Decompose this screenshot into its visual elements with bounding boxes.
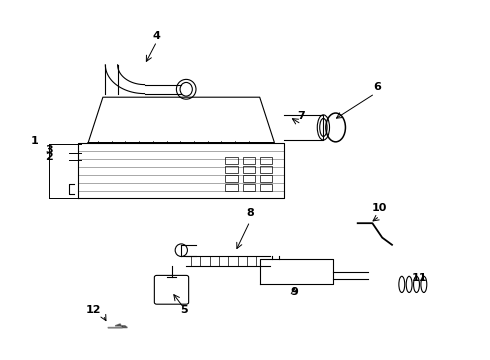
Bar (243, 184, 255, 191)
Bar (225, 175, 238, 182)
Text: 4: 4 (153, 31, 161, 41)
Text: 12: 12 (85, 305, 101, 315)
Bar (243, 175, 255, 182)
Text: 11: 11 (412, 273, 427, 283)
Text: 7: 7 (297, 111, 305, 121)
Bar (225, 157, 238, 164)
Bar (260, 166, 272, 173)
Text: 2: 2 (45, 152, 53, 162)
Bar (243, 166, 255, 173)
Bar (243, 157, 255, 164)
Bar (225, 184, 238, 191)
Bar (260, 184, 272, 191)
Bar (260, 157, 272, 164)
Text: 3: 3 (45, 145, 53, 155)
Text: 10: 10 (372, 203, 388, 213)
Text: 8: 8 (246, 208, 254, 218)
Text: 6: 6 (373, 82, 381, 92)
Text: 9: 9 (290, 287, 298, 297)
Bar (260, 175, 272, 182)
Text: 1: 1 (30, 136, 38, 146)
Bar (225, 166, 238, 173)
Polygon shape (108, 324, 127, 328)
Text: 5: 5 (180, 305, 188, 315)
